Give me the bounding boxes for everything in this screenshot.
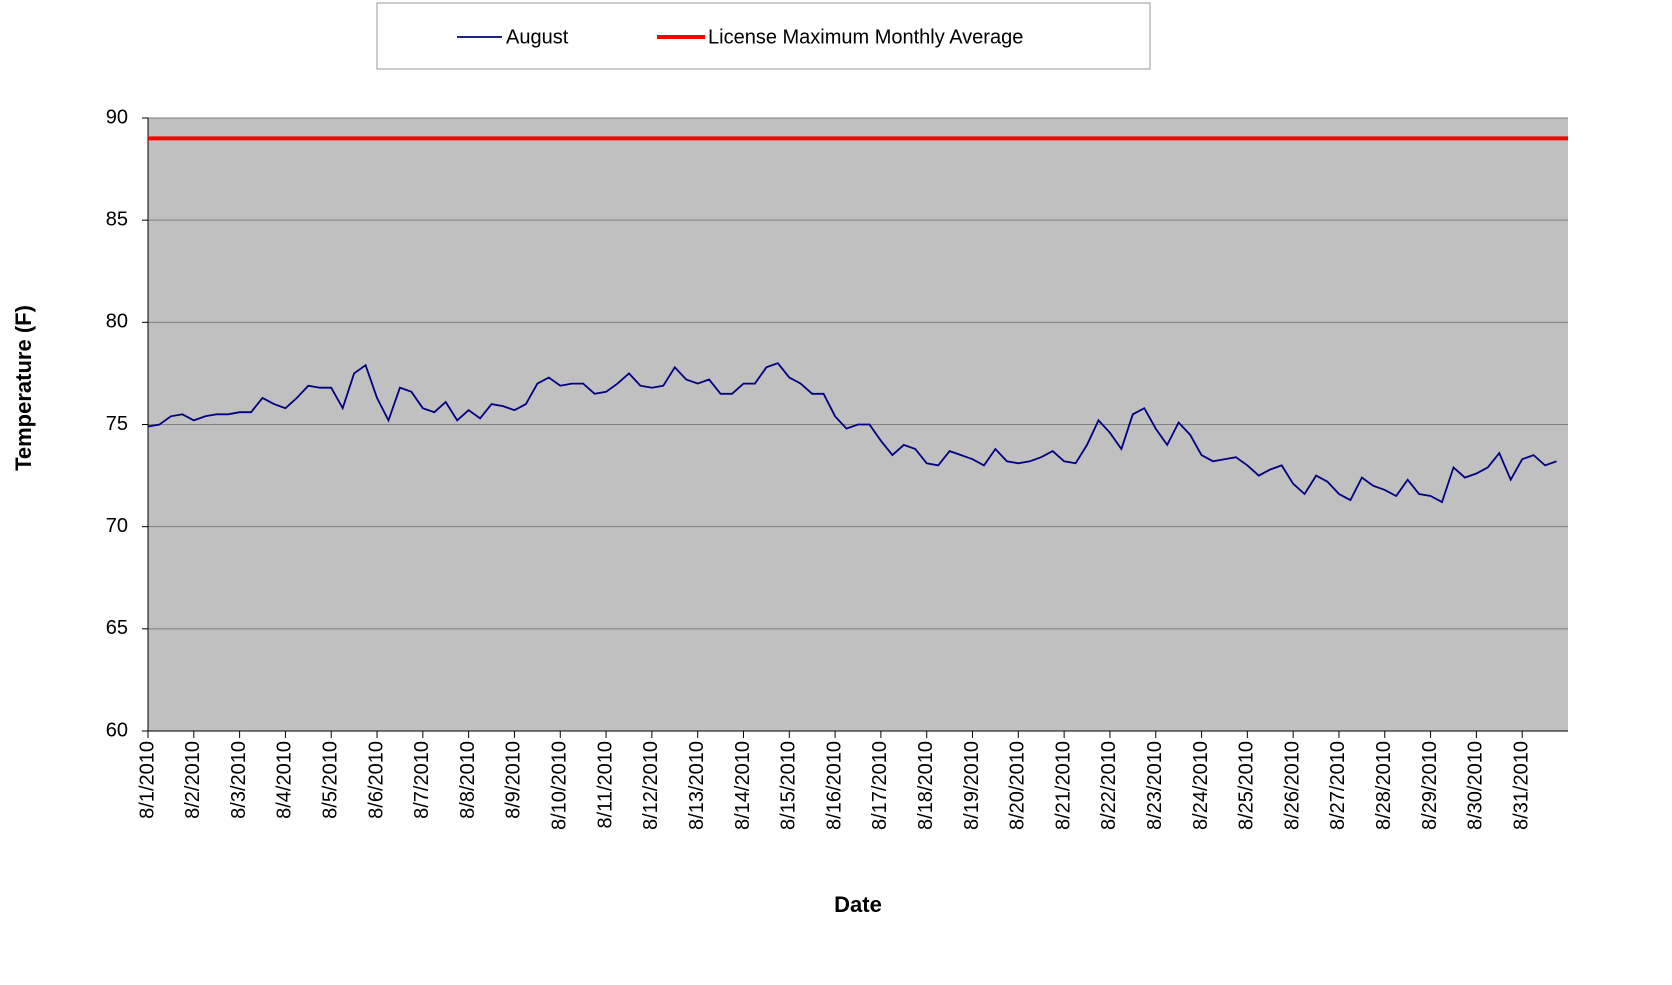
x-tick-label: 8/24/2010 — [1190, 741, 1212, 830]
x-tick-label: 8/31/2010 — [1510, 741, 1532, 830]
x-tick-label: 8/1/2010 — [136, 741, 158, 819]
y-tick-label: 85 — [106, 208, 128, 230]
legend-label: License Maximum Monthly Average — [708, 26, 1023, 48]
x-tick-label: 8/19/2010 — [961, 741, 983, 830]
y-tick-label: 75 — [106, 413, 128, 435]
y-tick-label: 80 — [106, 311, 128, 333]
x-tick-label: 8/8/2010 — [457, 741, 479, 819]
x-tick-label: 8/26/2010 — [1281, 741, 1303, 830]
x-tick-label: 8/11/2010 — [594, 741, 616, 829]
y-axis-label: Temperature (F) — [11, 305, 36, 471]
x-tick-label: 8/27/2010 — [1327, 741, 1349, 830]
x-tick-label: 8/4/2010 — [274, 741, 296, 819]
x-tick-label: 8/23/2010 — [1144, 741, 1166, 830]
x-tick-label: 8/18/2010 — [915, 741, 937, 830]
legend-box — [376, 2, 1151, 70]
x-tick-label: 8/14/2010 — [732, 741, 754, 830]
x-tick-label: 8/17/2010 — [869, 741, 891, 830]
x-tick-label: 8/6/2010 — [365, 741, 387, 819]
x-tick-label: 8/10/2010 — [549, 741, 571, 830]
legend-label: August — [506, 26, 569, 48]
y-tick-label: 90 — [106, 106, 128, 128]
y-tick-label: 70 — [106, 515, 128, 537]
x-tick-label: 8/7/2010 — [411, 741, 433, 819]
x-tick-label: 8/15/2010 — [778, 741, 800, 830]
x-tick-label: 8/5/2010 — [320, 741, 342, 819]
x-tick-label: 8/16/2010 — [823, 741, 845, 830]
x-tick-label: 8/13/2010 — [686, 741, 708, 830]
y-tick-label: 65 — [106, 617, 128, 639]
x-tick-label: 8/21/2010 — [1052, 741, 1074, 830]
x-tick-label: 8/30/2010 — [1465, 741, 1487, 830]
x-axis-label: Date — [834, 892, 882, 917]
x-tick-label: 8/25/2010 — [1236, 741, 1258, 830]
y-tick-label: 60 — [106, 719, 128, 741]
x-tick-label: 8/3/2010 — [228, 741, 250, 819]
series-line — [147, 362, 1557, 504]
x-tick-label: 8/20/2010 — [1007, 741, 1029, 830]
x-tick-label: 8/9/2010 — [503, 741, 525, 819]
x-tick-label: 8/2/2010 — [182, 741, 204, 819]
x-tick-label: 8/12/2010 — [640, 741, 662, 830]
x-tick-label: 8/22/2010 — [1098, 741, 1120, 830]
x-tick-label: 8/28/2010 — [1373, 741, 1395, 830]
x-tick-label: 8/29/2010 — [1419, 741, 1441, 830]
